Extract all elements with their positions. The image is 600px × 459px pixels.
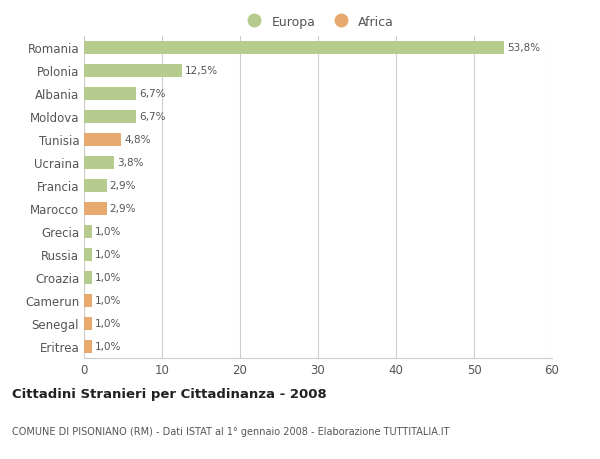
Bar	[84, 294, 92, 307]
Text: 12,5%: 12,5%	[185, 66, 218, 76]
Text: 6,7%: 6,7%	[139, 89, 166, 99]
Text: 2,9%: 2,9%	[110, 181, 136, 191]
Bar	[84, 65, 182, 78]
Bar	[84, 111, 136, 123]
Text: 53,8%: 53,8%	[507, 43, 540, 53]
Bar	[84, 317, 92, 330]
Text: 1,0%: 1,0%	[95, 319, 121, 329]
Text: 2,9%: 2,9%	[110, 204, 136, 214]
Legend: Europa, Africa: Europa, Africa	[237, 11, 399, 34]
Bar	[84, 271, 92, 284]
Bar	[84, 42, 503, 55]
Bar	[84, 88, 136, 101]
Text: 1,0%: 1,0%	[95, 273, 121, 283]
Text: 1,0%: 1,0%	[95, 250, 121, 260]
Text: 1,0%: 1,0%	[95, 341, 121, 352]
Text: 1,0%: 1,0%	[95, 296, 121, 306]
Bar	[84, 340, 92, 353]
Text: COMUNE DI PISONIANO (RM) - Dati ISTAT al 1° gennaio 2008 - Elaborazione TUTTITAL: COMUNE DI PISONIANO (RM) - Dati ISTAT al…	[12, 426, 449, 436]
Text: Cittadini Stranieri per Cittadinanza - 2008: Cittadini Stranieri per Cittadinanza - 2…	[12, 387, 327, 400]
Bar	[84, 179, 107, 192]
Text: 4,8%: 4,8%	[125, 135, 151, 145]
Bar	[84, 202, 107, 215]
Text: 6,7%: 6,7%	[139, 112, 166, 122]
Text: 3,8%: 3,8%	[117, 158, 143, 168]
Bar	[84, 248, 92, 261]
Bar	[84, 157, 113, 169]
Text: 1,0%: 1,0%	[95, 227, 121, 237]
Bar	[84, 134, 121, 146]
Bar	[84, 225, 92, 238]
